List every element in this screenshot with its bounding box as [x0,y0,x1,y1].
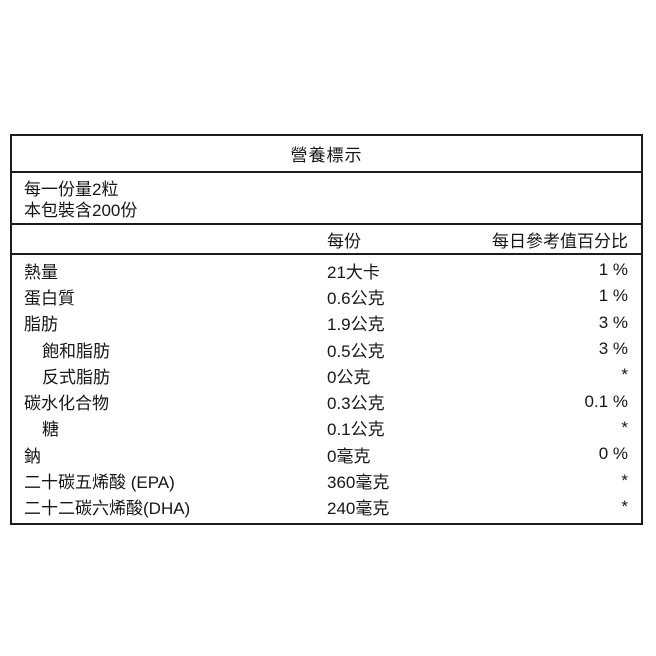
table-row: 鈉 0毫克 0 % [12,441,641,467]
table-row: 脂肪 1.9公克 3 % [12,310,641,336]
serving-size-line: 每一份量2粒 [24,180,119,199]
per-serving-value: 0.5公克 [327,341,385,361]
per-serving-value: 21大卡 [327,262,380,282]
per-serving-value: 0公克 [327,367,371,387]
nutrition-label-title: 營養標示 [290,146,363,165]
table-row: 二十二碳六烯酸(DHA) 240毫克 * [12,494,641,520]
servings-per-package-line: 本包裝含200份 [24,201,138,220]
table-row: 熱量 21大卡 1 % [12,257,641,283]
nutrient-label: 熱量 [24,262,58,282]
table-row: 飽和脂肪 0.5公克 3 % [12,336,641,362]
serving-info-block: 每一份量2粒 本包裝含200份 [12,173,641,225]
per-serving-value: 0.6公克 [327,288,385,308]
nutrient-label: 糖 [42,420,59,440]
table-row: 碳水化合物 0.3公克 0.1 % [12,388,641,414]
nutrient-label: 二十碳五烯酸 (EPA) [24,473,175,493]
daily-value-percent: 1 % [598,260,628,280]
nutrient-label: 鈉 [24,446,41,466]
column-header-row: 每份 每日參考值百分比 [12,225,641,255]
per-serving-column-header: 每份 [327,231,361,251]
nutrient-label: 二十二碳六烯酸(DHA) [24,499,191,519]
nutrient-label: 反式脂肪 [42,367,110,387]
daily-value-percent: * [621,365,628,385]
daily-value-percent: * [621,496,628,516]
nutrient-label: 脂肪 [24,315,58,335]
table-row: 二十碳五烯酸 (EPA) 360毫克 * [12,467,641,493]
nutrient-label: 蛋白質 [24,288,75,308]
daily-value-percent: 0.1 % [584,391,628,411]
per-serving-value: 1.9公克 [327,315,385,335]
nutrient-label: 飽和脂肪 [42,341,110,361]
daily-value-percent: * [621,417,628,437]
table-row: 反式脂肪 0公克 * [12,362,641,388]
daily-value-percent: * [621,470,628,490]
table-row: 蛋白質 0.6公克 1 % [12,283,641,309]
daily-value-percent: 3 % [598,312,628,332]
per-serving-value: 0毫克 [327,446,371,466]
daily-value-percent: 0 % [598,444,628,464]
per-serving-value: 0.1公克 [327,420,385,440]
daily-value-percent: 1 % [598,286,628,306]
daily-value-percent: 3 % [598,339,628,359]
daily-value-column-header: 每日參考值百分比 [492,231,628,251]
nutrition-label-title-row: 營養標示 [12,136,641,173]
nutrient-label: 碳水化合物 [24,394,109,414]
per-serving-value: 0.3公克 [327,394,385,414]
per-serving-value: 240毫克 [327,499,390,519]
nutrition-label-table: 營養標示 每一份量2粒 本包裝含200份 每份 每日參考值百分比 熱量 21大卡 1… [10,134,643,525]
per-serving-value: 360毫克 [327,473,390,493]
table-row: 糖 0.1公克 * [12,415,641,441]
nutrient-rows: 熱量 21大卡 1 % 蛋白質 0.6公克 1 % 脂肪 1.9公克 3 % 飽和脂肪 0.5公克 3… [12,255,641,523]
